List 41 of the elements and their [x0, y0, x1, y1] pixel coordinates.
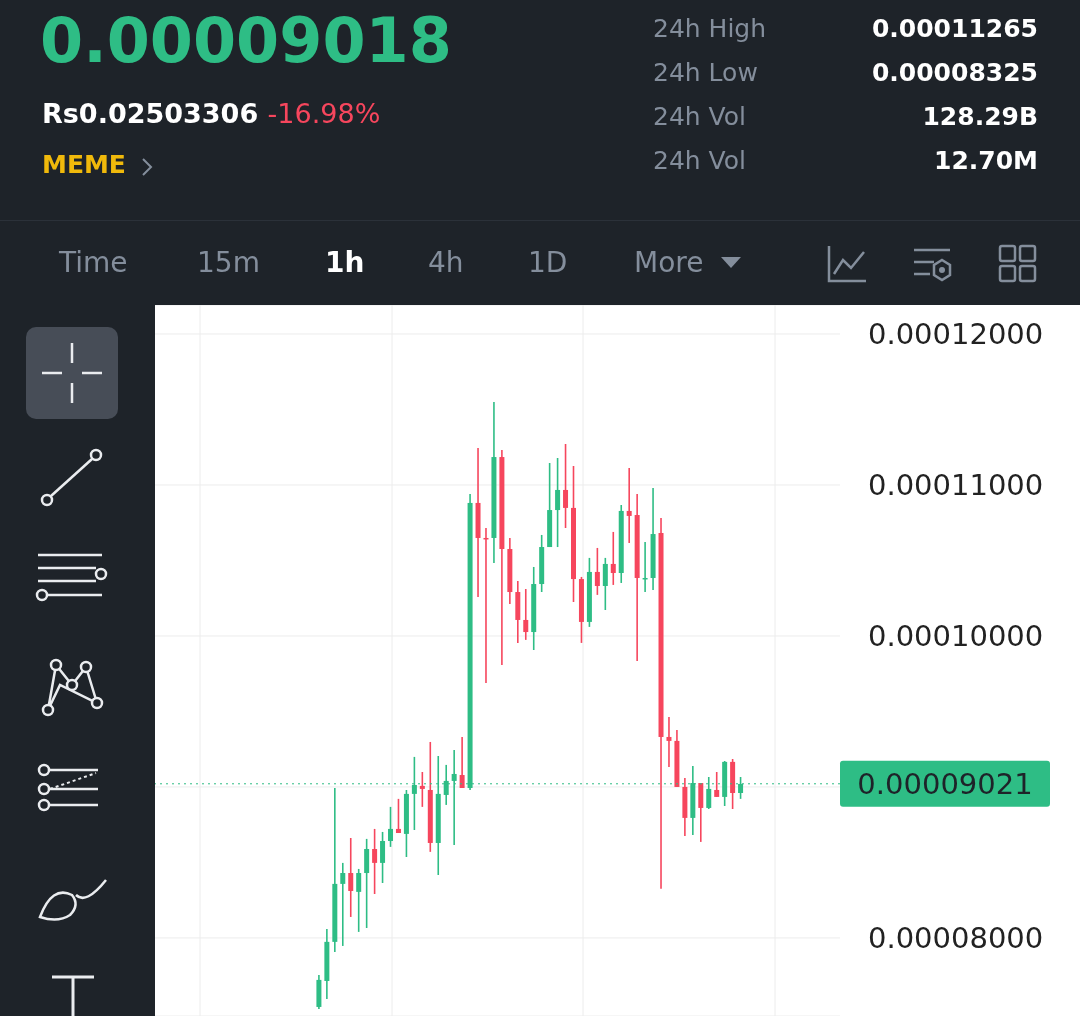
y-tick-label: 0.00011000: [868, 468, 1044, 503]
candlestick: [419, 771, 425, 808]
text: 4h: [428, 246, 464, 279]
text: 1D: [528, 246, 568, 279]
text: MEME: [42, 150, 126, 179]
y-tick-label: 0.00008000: [868, 921, 1044, 956]
candlestick: [555, 457, 561, 548]
ref-line-label: 0.00009021: [857, 766, 1033, 801]
text: 0.00011265: [871, 14, 1038, 43]
candlestick: [388, 806, 394, 848]
candlestick: [523, 588, 529, 641]
text: 0.00008325: [871, 58, 1038, 87]
text: 12.70M: [934, 146, 1038, 175]
text: 1h: [325, 246, 365, 279]
y-tick-label: 0.00010000: [868, 619, 1044, 654]
candlestick: [356, 868, 362, 933]
y-tick-label: 0.00012000: [868, 317, 1044, 352]
text: -16.98%: [267, 98, 381, 129]
candlestick: [459, 736, 465, 789]
text: 24h Vol: [653, 102, 747, 131]
text: Rs0.02503306: [42, 98, 259, 129]
text: 24h Vol: [653, 146, 747, 175]
chart-title: 0.00009018: [40, 4, 452, 77]
text: 24h High: [653, 14, 767, 43]
text: 15m: [197, 246, 260, 279]
candlestick: [602, 557, 608, 611]
text: 24h Low: [653, 58, 758, 87]
candlestick: [372, 828, 378, 895]
candlestick: [610, 531, 616, 586]
candlestick: [340, 862, 346, 947]
candlestick: [380, 831, 386, 884]
candlestick: [395, 798, 401, 834]
text: Time: [59, 246, 128, 279]
candlestick: [594, 547, 600, 596]
candlestick: [666, 716, 672, 768]
candlestick: [563, 443, 569, 529]
candlestick: [348, 837, 354, 918]
text: More: [634, 246, 704, 279]
candlestick: [714, 771, 720, 798]
candlestick: [626, 467, 632, 544]
text: 128.29B: [922, 102, 1038, 131]
